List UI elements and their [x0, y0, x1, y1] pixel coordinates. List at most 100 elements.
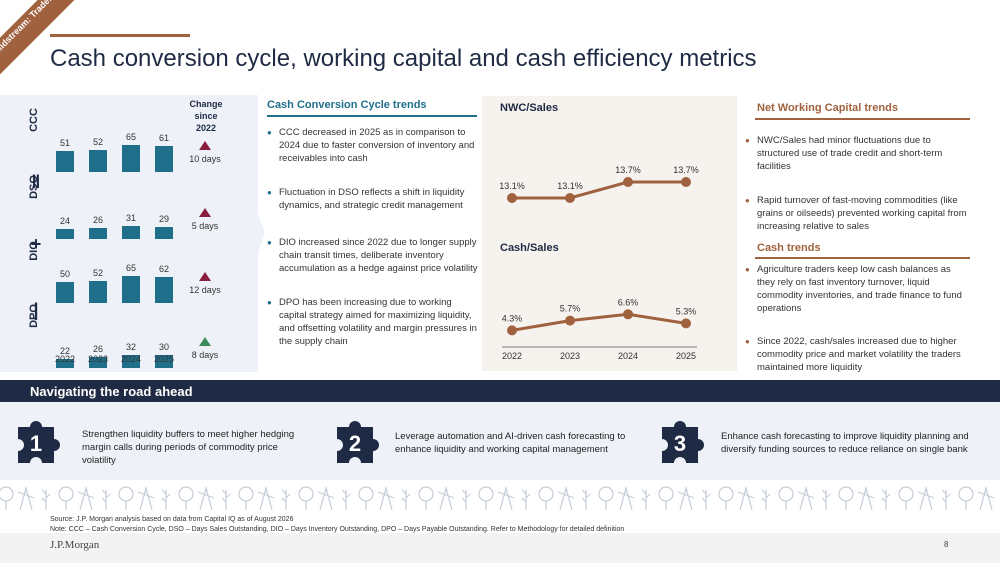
data-label-1-2022: 4.3% — [502, 313, 523, 323]
bar-dio-2022 — [56, 282, 74, 303]
ccc-bullet-1: CCC decreased in 2025 as in comparison t… — [267, 126, 479, 165]
metric-label-ccc: CCC — [28, 108, 40, 132]
cash-bullet-2: Since 2022, cash/sales increased due to … — [745, 335, 970, 374]
bar-dpo-2023 — [89, 357, 107, 368]
bar-dio-2024 — [122, 275, 140, 303]
nwc-trends-heading: Net Working Capital trends — [757, 102, 898, 114]
change-arrow-dpo — [199, 337, 211, 346]
bar-label-dio-2024: 65 — [125, 262, 136, 273]
bar-label-dpo-2022: 22 — [59, 345, 70, 356]
cash-chart-title: Cash/Sales — [500, 242, 559, 254]
data-label-0-2025: 13.7% — [673, 165, 699, 175]
step-3-number: 3 — [674, 431, 686, 456]
bar-label-dio-2022: 50 — [59, 269, 70, 279]
data-label-0-2023: 13.1% — [557, 181, 583, 191]
change-arrow-dio — [199, 272, 211, 281]
nwc-chart-title: NWC/Sales — [500, 102, 559, 114]
change-value-dio: 12 days — [189, 285, 221, 295]
change-since-header: Change since 2022 — [189, 99, 223, 133]
bar-dpo-2025 — [155, 355, 173, 368]
ccc-bullet-2: Fluctuation in DSO reflects a shift in l… — [267, 186, 479, 212]
bar-dso-2023 — [89, 228, 107, 239]
bar-ccc-2023 — [89, 150, 107, 172]
jpmorgan-logo: J.P.Morgan — [50, 539, 100, 551]
agriculture-decoration — [0, 485, 995, 511]
series-line-1 — [511, 312, 687, 332]
bar-ccc-2025 — [155, 146, 173, 172]
nwc-bullet-2: Rapid turnover of fast-moving commoditie… — [745, 194, 970, 233]
operator-symbol: ‖ — [31, 172, 41, 192]
x-tick-2023: 2023 — [560, 351, 580, 361]
cash-trends-rule — [755, 257, 970, 259]
x-tick-2024: 2024 — [618, 351, 638, 361]
bar-ccc-2022 — [56, 150, 74, 172]
page-number: 8 — [944, 540, 949, 549]
data-point-0-2024 — [623, 177, 633, 187]
data-point-1-2025 — [681, 318, 691, 329]
source-text: Source: J.P. Morgan analysis based on da… — [50, 516, 294, 523]
year-label-2023: 2023 — [87, 354, 109, 364]
road-ahead-band — [0, 380, 1000, 402]
change-value-dso: 5 days — [191, 221, 219, 231]
bar-dso-2025 — [155, 226, 173, 239]
bar-label-dpo-2023: 26 — [92, 344, 103, 355]
data-label-1-2024: 6.6% — [618, 297, 639, 307]
bar-label-dso-2022: 24 — [59, 215, 70, 226]
bar-label-ccc-2025: 61 — [158, 133, 169, 144]
data-point-0-2023 — [565, 193, 575, 203]
bar-dpo-2024 — [122, 354, 140, 368]
data-label-1-2023: 5.7% — [560, 304, 581, 314]
change-value-ccc: 10 days — [189, 154, 221, 164]
bar-label-ccc-2022: 51 — [59, 137, 70, 148]
definitions-note: Note: CCC – Cash Conversion Cycle, DSO –… — [50, 526, 625, 533]
nwc-trends-rule — [755, 118, 970, 120]
bar-label-dio-2025: 62 — [158, 263, 169, 274]
change-arrow-dso — [199, 208, 211, 217]
ccc-bullet-3: DIO increased since 2022 due to longer s… — [267, 236, 479, 275]
step-1-text: Strengthen liquidity buffers to meet hig… — [82, 429, 295, 466]
x-tick-2025: 2025 — [676, 351, 696, 361]
data-label-0-2024: 13.7% — [615, 165, 641, 175]
bar-label-ccc-2024: 65 — [125, 131, 136, 142]
cash-bullet-1: Agriculture traders keep low cash balanc… — [745, 263, 970, 315]
bar-dpo-2022 — [56, 358, 74, 368]
road-ahead-area — [0, 402, 1000, 480]
bar-dio-2025 — [155, 276, 173, 303]
change-arrow-ccc — [199, 141, 211, 150]
data-point-1-2022 — [507, 325, 517, 336]
data-point-1-2023 — [565, 315, 575, 326]
data-label-0-2022: 13.1% — [499, 181, 525, 191]
data-point-0-2022 — [507, 193, 517, 203]
series-line-0 — [512, 180, 686, 200]
page-title: Cash conversion cycle, working capital a… — [50, 45, 757, 72]
year-label-2022: 2022 — [54, 354, 76, 364]
ccc-bullet-4: DPO has been increasing due to working c… — [267, 296, 479, 348]
bar-label-dso-2023: 26 — [92, 215, 103, 226]
bar-label-dpo-2024: 32 — [125, 341, 136, 352]
step-1-number: 1 — [30, 431, 42, 456]
data-label-1-2025: 5.3% — [676, 306, 697, 316]
ratio-line-charts: 13.1% 13.1% 13.7% 13.7% 4.3% 5.7% 6.6% 5.3% 2022… — [499, 165, 699, 361]
puzzle-step-2: 2 — [327, 413, 383, 469]
title-accent-line — [50, 34, 190, 37]
road-ahead-heading: Navigating the road ahead — [30, 384, 193, 399]
bar-dso-2024 — [122, 225, 140, 239]
data-point-1-2024 — [623, 309, 633, 320]
cash-trends-heading: Cash trends — [757, 242, 821, 254]
ccc-trends-rule — [267, 115, 477, 117]
x-tick-2022: 2022 — [502, 351, 522, 361]
ccc-trends-heading: Cash Conversion Cycle trends — [267, 99, 427, 111]
footer-band — [0, 533, 1000, 563]
puzzle-step-1: 1 — [8, 413, 64, 469]
ratio-charts-panel — [482, 96, 737, 371]
bar-label-ccc-2023: 52 — [92, 137, 103, 148]
bar-dso-2022 — [56, 228, 74, 239]
bar-ccc-2024 — [122, 144, 140, 172]
bar-dio-2023 — [89, 281, 107, 303]
bar-label-dso-2024: 31 — [125, 212, 136, 223]
panel-arrow — [215, 95, 265, 372]
operator-symbol: + — [30, 234, 42, 254]
bar-label-dio-2023: 52 — [92, 268, 103, 279]
step-3-text: Enhance cash forecasting to improve liqu… — [721, 431, 969, 455]
year-label-2025: 2025 — [153, 354, 175, 364]
